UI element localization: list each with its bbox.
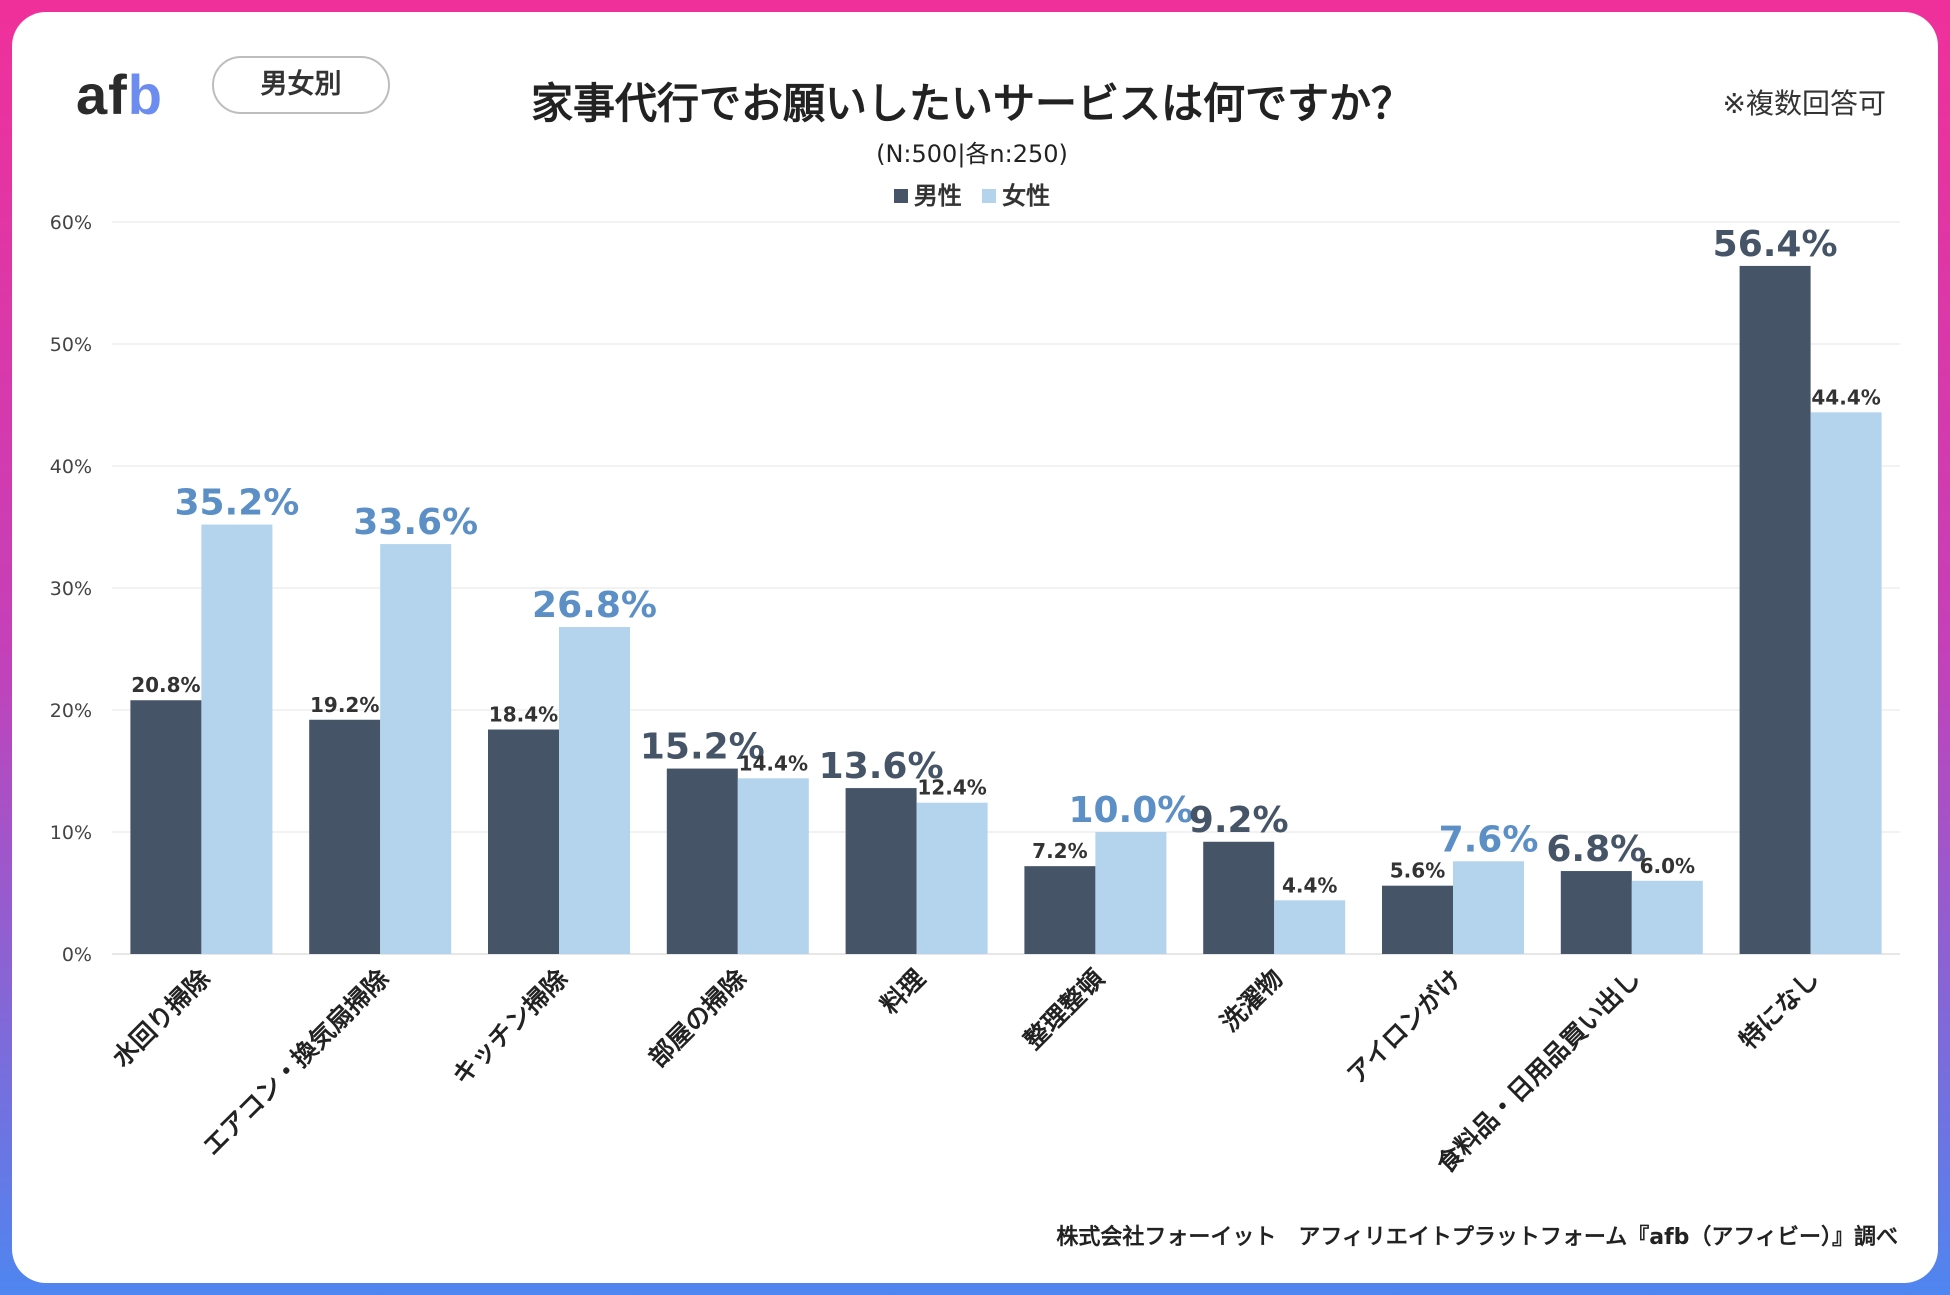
y-tick-label: 60% (50, 212, 92, 234)
data-label-male: 15.2% (640, 727, 765, 768)
bar-female (201, 524, 273, 954)
x-category-label: 洗濯物 (1215, 964, 1289, 1038)
data-label-female: 7.6% (1439, 819, 1539, 860)
bar-male (309, 719, 381, 954)
data-label-male: 5.6% (1390, 859, 1445, 883)
bar-female (559, 627, 630, 954)
data-label-male: 18.4% (489, 703, 558, 727)
y-tick-label: 20% (50, 700, 92, 722)
legend-swatch-male (893, 189, 908, 203)
y-tick-label: 30% (50, 578, 92, 600)
bar-female (1095, 832, 1167, 954)
legend-label-female: 女性 (1002, 182, 1051, 210)
bar-male (1739, 265, 1811, 954)
bar-female (1810, 412, 1882, 954)
bar-female (916, 802, 988, 954)
data-label-female: 6.0% (1640, 854, 1695, 878)
data-label-male: 56.4% (1713, 224, 1838, 265)
y-tick-label: 10% (50, 822, 92, 844)
x-category-label: エアコン・換気扇掃除 (197, 963, 395, 1161)
data-label-female: 12.4% (917, 776, 986, 800)
x-category-label: 整理整頓 (1018, 964, 1109, 1055)
bar-male (1203, 841, 1275, 954)
legend-swatch-female (982, 189, 997, 203)
multiple-answer-note: ※複数回答可 (1722, 87, 1886, 120)
data-label-male: 9.2% (1189, 800, 1289, 841)
chart-card: afb 男女別 家事代行でお願いしたいサービスは何ですか？ ※複数回答可 (N:… (12, 12, 1938, 1283)
bar-female (737, 778, 809, 954)
bar-male (666, 768, 738, 954)
bar-female (380, 544, 452, 954)
legend-item-female: 女性 (982, 176, 1050, 211)
bar-female (1631, 880, 1703, 954)
bar-male (1024, 866, 1096, 954)
data-label-male: 20.8% (131, 673, 200, 697)
x-category-label: 部屋の掃除 (643, 963, 753, 1073)
data-label-female: 10.0% (1068, 790, 1193, 831)
x-category-label: 特になし (1734, 964, 1825, 1055)
bar-chart: 0% 10% 20% 30% 40% 50% 60% 20.8% 35.2% 水回り掃除 19.2%… (50, 212, 1900, 1179)
data-label-female: 26.8% (532, 585, 657, 626)
legend-item-male: 男性 (893, 176, 962, 211)
segment-label: 男女別 (212, 56, 390, 114)
legend-label-male: 男性 (913, 182, 962, 210)
data-label-female: 44.4% (1811, 385, 1880, 409)
sample-size: (N:500|各n:250) (876, 140, 1068, 168)
legend: 男性 女性 (442, 176, 1502, 211)
y-tick-label: 40% (50, 456, 92, 478)
bar-male (130, 700, 202, 954)
afb-logo: afb (76, 63, 164, 126)
bar-male (1382, 885, 1453, 954)
chart-title: 家事代行でお願いしたいサービスは何ですか？ (530, 79, 1413, 128)
bar-male (488, 729, 559, 954)
data-label-female: 14.4% (739, 751, 808, 775)
x-category-label: 食料品・日用品買い出し (1431, 964, 1646, 1179)
bar-male (845, 788, 917, 954)
y-tick-label: 0% (62, 944, 92, 966)
x-category-label: キッチン掃除 (447, 963, 574, 1090)
data-label-female: 4.4% (1282, 873, 1337, 897)
x-category-label: 水回り掃除 (107, 963, 217, 1073)
x-category-label: 料理 (875, 964, 931, 1020)
x-category-label: アイロンがけ (1342, 964, 1468, 1090)
data-label-male: 13.6% (819, 746, 944, 787)
y-tick-label: 50% (50, 334, 92, 356)
data-label-female: 33.6% (353, 502, 478, 543)
data-label-male: 6.8% (1546, 829, 1646, 870)
data-label-male: 19.2% (310, 693, 379, 717)
footer-credit: 株式会社フォーイット アフィリエイトプラットフォーム『afb（アフィビー）』調べ (1056, 1225, 1898, 1250)
bar-female (1453, 861, 1524, 954)
bar-male (1560, 871, 1632, 954)
data-label-female: 35.2% (174, 483, 299, 524)
bar-female (1274, 900, 1346, 954)
data-label-male: 7.2% (1032, 839, 1087, 863)
